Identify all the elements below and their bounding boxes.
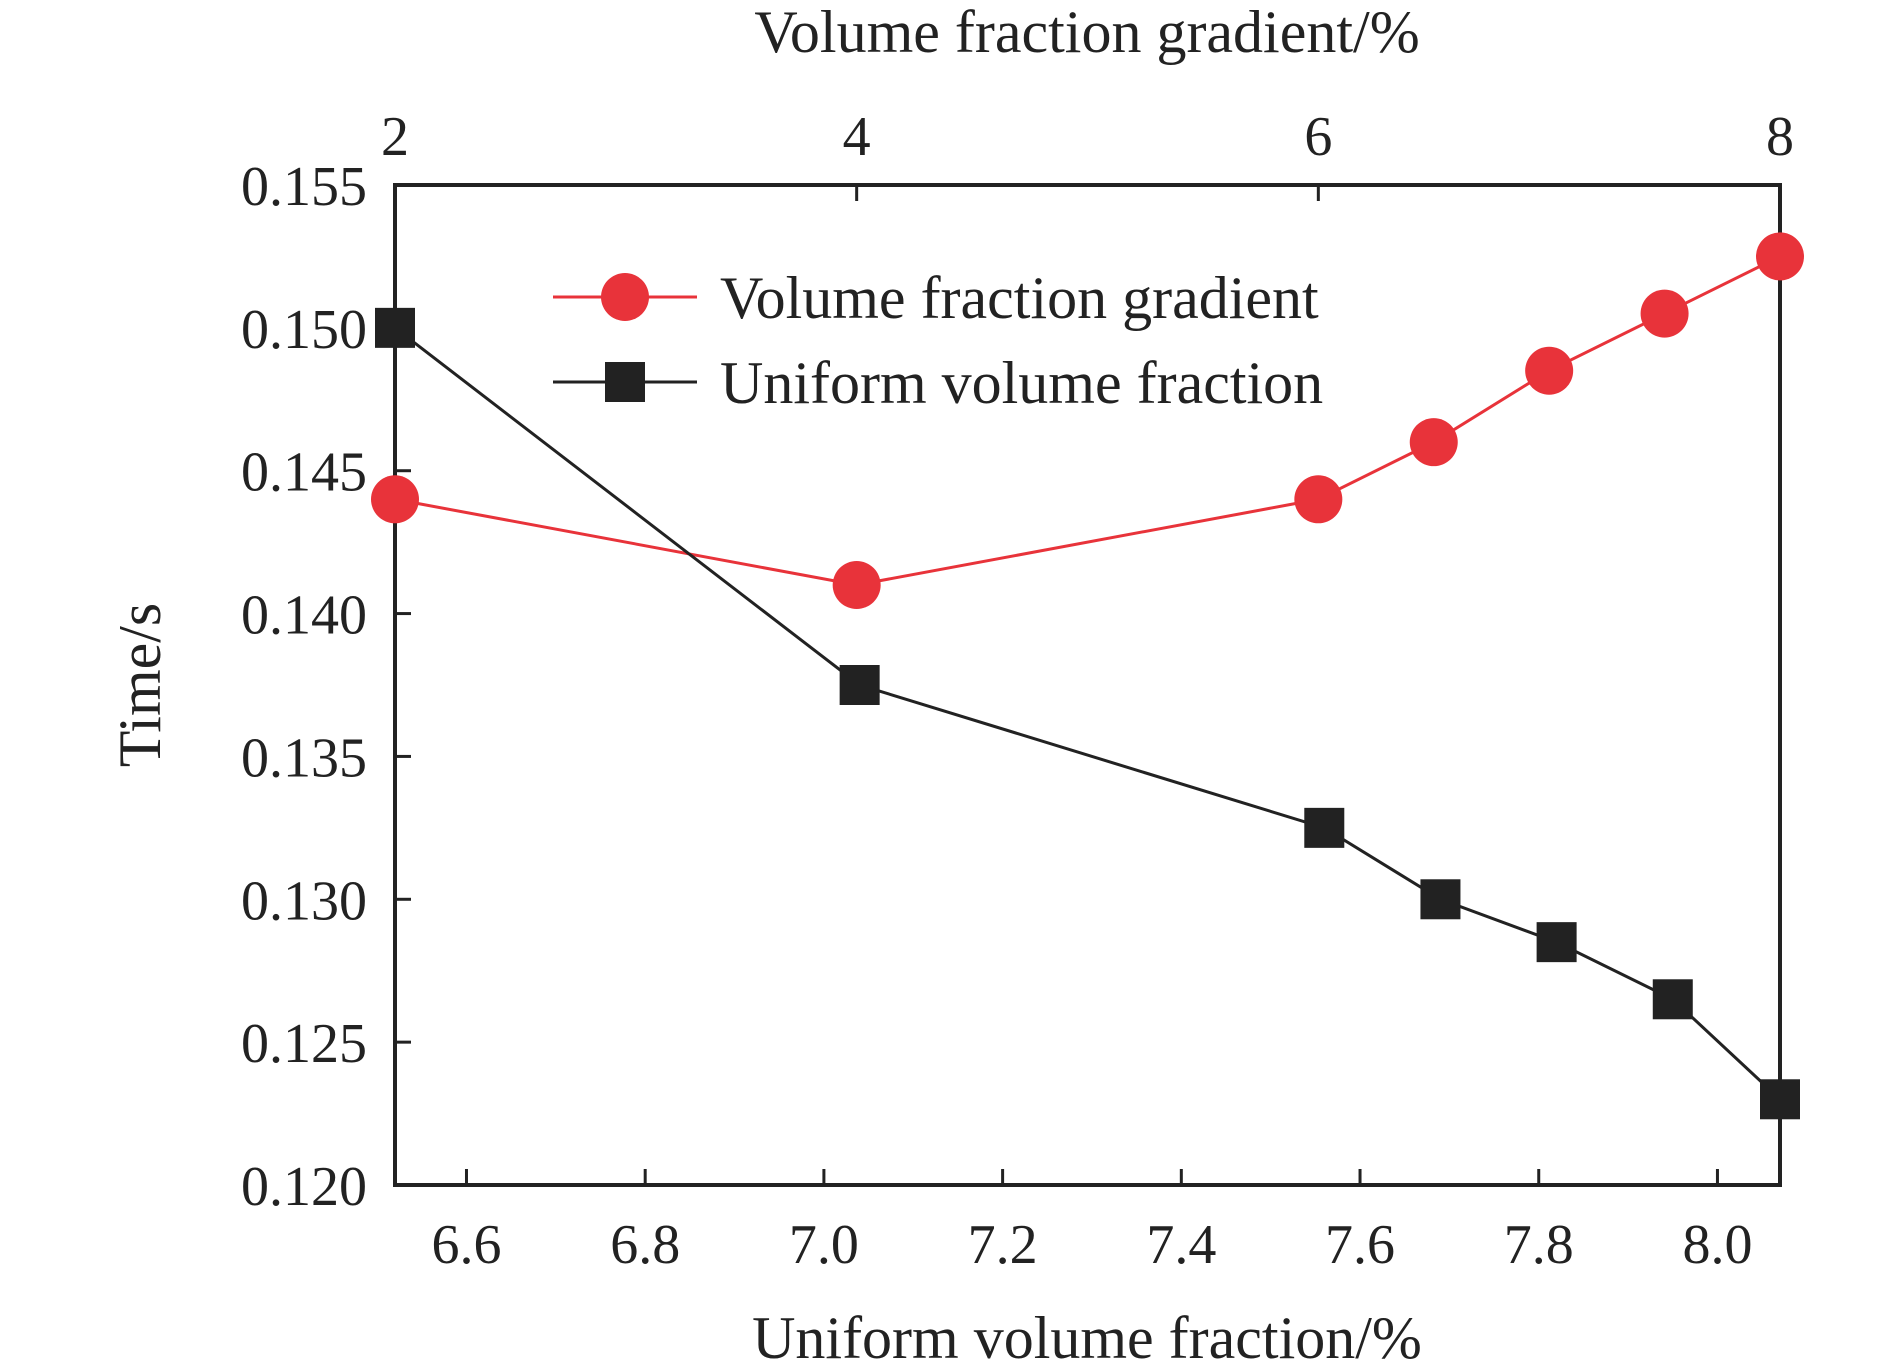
bottom-axis-tick-label: 7.2 (968, 1214, 1038, 1276)
left-axis-tick-label: 0.140 (241, 585, 367, 647)
legend: Volume fraction gradient Uniform volume … (553, 265, 1323, 416)
bottom-axis-label: Uniform volume fraction/% (752, 1305, 1422, 1367)
y-axis-label: Time/s (107, 603, 173, 768)
top-axis-tick-label: 2 (381, 106, 409, 168)
data-point-volume-fraction-gradient (1640, 289, 1689, 338)
data-point-uniform-volume-fraction (1304, 807, 1345, 848)
left-axis-tick-label: 0.120 (241, 1156, 367, 1218)
left-axis-ticks: 0.120 0.125 0.130 0.135 0.140 0.145 0.150 0.155 (241, 156, 411, 1218)
bottom-axis-tick-label: 8.0 (1682, 1214, 1752, 1276)
top-axis-ticks: 2 4 6 8 (381, 106, 1794, 201)
data-point-uniform-volume-fraction (1420, 879, 1461, 920)
data-point-volume-fraction-gradient (1525, 346, 1574, 395)
data-point-uniform-volume-fraction (1652, 979, 1693, 1020)
top-axis-label: Volume fraction gradient/% (754, 0, 1419, 65)
data-point-uniform-volume-fraction (839, 665, 880, 705)
legend-marker-volume-fraction-gradient (601, 273, 649, 321)
data-point-volume-fraction-gradient (1409, 418, 1458, 467)
bottom-axis-tick-label: 6.6 (431, 1214, 501, 1276)
plot-frame (393, 183, 1782, 1187)
bottom-axis-ticks: 6.6 6.8 7.0 7.2 7.4 7.6 7.8 8.0 (431, 1169, 1752, 1276)
left-axis-tick-label: 0.145 (241, 442, 367, 504)
data-point-volume-fraction-gradient (1756, 232, 1804, 281)
left-axis-tick-label: 0.150 (241, 299, 367, 361)
top-axis-tick-label: 6 (1304, 106, 1332, 168)
data-point-uniform-volume-fraction (1536, 922, 1577, 963)
top-axis-tick-label: 8 (1766, 106, 1794, 168)
data-point-uniform-volume-fraction (1760, 1079, 1800, 1120)
legend-marker-uniform-volume-fraction (605, 362, 645, 402)
left-axis-tick-label: 0.125 (241, 1013, 367, 1075)
data-point-uniform-volume-fraction (375, 307, 415, 348)
left-axis-tick-label: 0.155 (241, 156, 367, 218)
left-axis-tick-label: 0.135 (241, 727, 367, 789)
data-point-volume-fraction-gradient (371, 475, 419, 524)
left-axis-tick-label: 0.130 (241, 870, 367, 932)
series-layer (371, 232, 1804, 1120)
bottom-axis-tick-label: 7.6 (1325, 1214, 1395, 1276)
data-point-volume-fraction-gradient (1294, 475, 1343, 524)
legend-label-uniform-volume-fraction: Uniform volume fraction (720, 350, 1323, 416)
bottom-axis-tick-label: 7.4 (1146, 1214, 1216, 1276)
top-axis-tick-label: 4 (843, 106, 871, 168)
bottom-axis-tick-label: 7.8 (1504, 1214, 1574, 1276)
data-point-volume-fraction-gradient (832, 561, 881, 609)
bottom-axis-tick-label: 6.8 (610, 1214, 680, 1276)
bottom-axis-tick-label: 7.0 (789, 1214, 859, 1276)
legend-label-volume-fraction-gradient: Volume fraction gradient (720, 265, 1319, 331)
